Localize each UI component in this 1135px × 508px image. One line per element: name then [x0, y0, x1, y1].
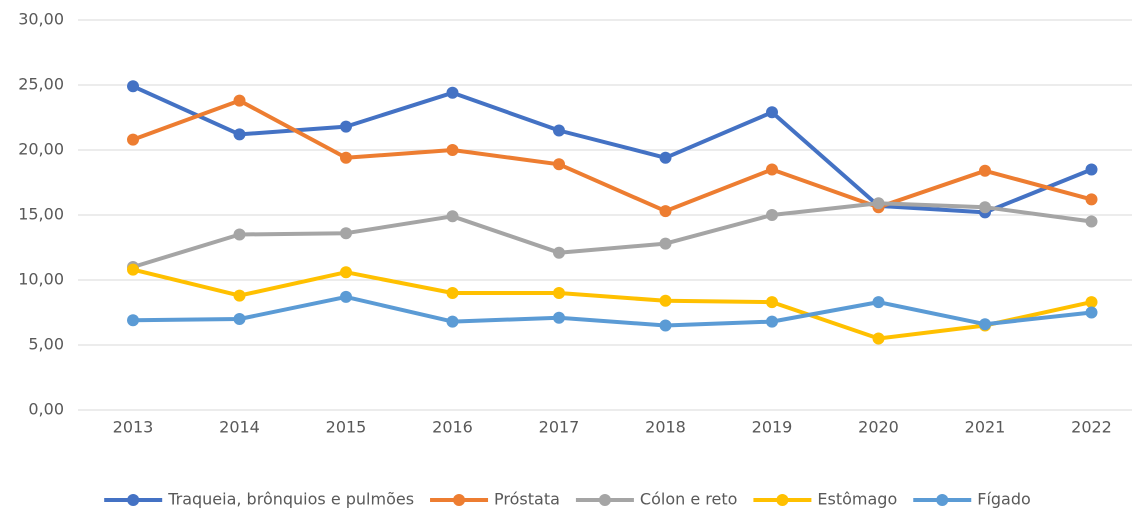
data-point	[872, 332, 885, 345]
y-tick-label: 0,00	[28, 400, 64, 419]
data-point	[233, 228, 246, 241]
data-point	[127, 133, 139, 146]
data-point	[553, 158, 565, 171]
data-point	[127, 80, 139, 93]
legend-label: Estômago	[817, 490, 897, 508]
y-tick-label: 10,00	[18, 270, 64, 289]
data-point	[446, 287, 459, 299]
x-tick-label: 2017	[539, 418, 580, 437]
series-line	[132, 98, 1093, 214]
data-point	[1085, 296, 1098, 309]
legend-label: Cólon e reto	[640, 490, 737, 508]
data-point	[340, 227, 352, 240]
data-point	[446, 210, 459, 223]
x-tick-label: 2018	[645, 418, 686, 437]
y-tick-label: 20,00	[18, 140, 64, 159]
data-point	[766, 315, 778, 328]
series-line	[132, 84, 1093, 215]
data-point	[127, 263, 139, 276]
data-point	[233, 313, 246, 325]
data-point	[1085, 306, 1098, 319]
data-point	[127, 314, 139, 327]
data-point	[233, 94, 246, 107]
data-point	[553, 287, 565, 299]
x-tick-label: 2014	[219, 418, 260, 437]
data-point	[446, 315, 459, 328]
data-point	[979, 201, 991, 214]
data-point	[872, 296, 885, 309]
y-tick-label: 15,00	[18, 205, 64, 224]
data-point	[659, 151, 672, 164]
x-tick-label: 2022	[1071, 418, 1112, 437]
legend-label: Traqueia, brônquios e pulmões	[167, 490, 414, 508]
data-point	[766, 209, 778, 221]
legend-label: Fígado	[977, 490, 1031, 508]
data-point	[872, 197, 885, 210]
series-line	[132, 267, 1092, 341]
data-point	[1085, 215, 1098, 228]
y-tick-label: 30,00	[18, 10, 64, 29]
data-point	[340, 151, 352, 164]
legend-marker	[127, 494, 140, 506]
series-line	[132, 201, 1092, 269]
data-point	[1085, 163, 1098, 176]
data-point	[553, 124, 565, 137]
data-point	[446, 86, 459, 99]
legend-marker	[936, 494, 949, 506]
data-point	[766, 106, 778, 119]
data-point	[979, 164, 991, 177]
data-point	[659, 205, 672, 218]
data-point	[233, 128, 246, 141]
x-tick-label: 2021	[965, 418, 1006, 437]
x-tick-label: 2016	[432, 418, 473, 437]
data-point	[553, 246, 565, 259]
data-point	[659, 294, 672, 307]
legend-marker	[598, 494, 611, 506]
x-tick-label: 2015	[326, 418, 367, 437]
data-point	[766, 163, 778, 176]
data-point	[659, 237, 672, 250]
data-point	[340, 290, 352, 303]
y-tick-label: 25,00	[18, 75, 64, 94]
x-tick-label: 2019	[752, 418, 793, 437]
legend: Traqueia, brônquios e pulmões Próstata Cól…	[104, 490, 1031, 508]
data-point	[1085, 193, 1098, 206]
x-tick-label: 2020	[858, 418, 899, 437]
legend-marker	[776, 494, 789, 506]
data-point	[340, 120, 352, 133]
data-point	[979, 318, 991, 331]
data-point	[340, 266, 352, 279]
data-point	[766, 296, 778, 309]
series-line	[132, 294, 1092, 328]
y-tick-label: 5,00	[28, 335, 64, 354]
legend-label: Próstata	[494, 490, 560, 508]
legend-marker	[453, 494, 466, 506]
data-point	[233, 289, 246, 302]
data-point	[659, 319, 672, 332]
data-point	[553, 311, 565, 324]
data-point	[446, 144, 459, 156]
x-tick-label: 2013	[113, 418, 154, 437]
